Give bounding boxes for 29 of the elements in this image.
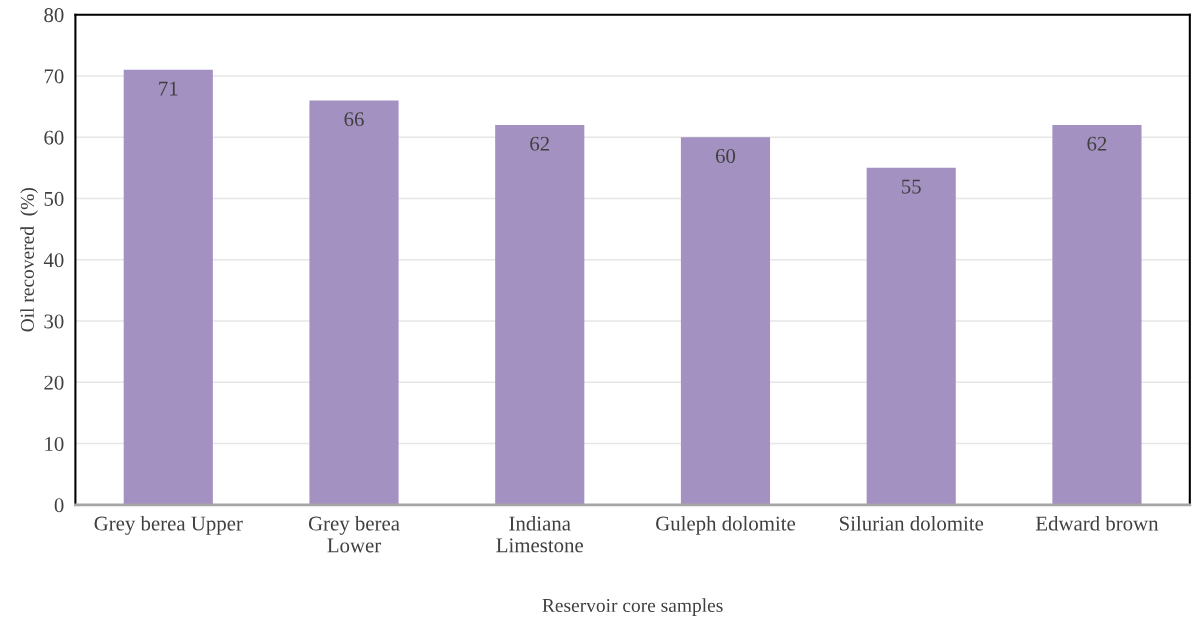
y-tick-label: 50 xyxy=(44,191,64,206)
x-tick-label: Guleph dolomite xyxy=(656,515,796,535)
bar xyxy=(680,137,771,505)
x-tick-label: Silurian dolomite xyxy=(839,515,984,531)
x-tick-label: Edward brown xyxy=(1035,515,1159,531)
bar xyxy=(123,69,213,505)
y-tick-label: 60 xyxy=(44,130,64,145)
data-label: 55 xyxy=(902,179,921,194)
data-label: 60 xyxy=(715,148,736,163)
y-tick-label: 0 xyxy=(54,498,64,513)
y-tick-label: 80 xyxy=(44,8,64,23)
x-tick-label: Grey berea Lower xyxy=(308,515,400,553)
y-axis-title: Oil recovered (%) xyxy=(20,188,38,332)
bar xyxy=(495,124,585,505)
x-tick-label: Grey berea Upper xyxy=(94,515,243,535)
y-tick-label: 70 xyxy=(44,69,64,84)
bar xyxy=(866,167,956,505)
x-tick-label: Indiana Limestone xyxy=(496,515,583,553)
x-axis-title: Reservoir core samples xyxy=(542,598,723,616)
data-label: 62 xyxy=(530,136,550,151)
y-tick-label: 20 xyxy=(44,375,64,390)
bar xyxy=(1052,124,1142,505)
data-label: 62 xyxy=(1087,136,1107,151)
y-tick-label: 40 xyxy=(43,253,64,268)
bar xyxy=(309,100,399,505)
y-tick-label: 10 xyxy=(45,436,64,451)
data-label: 71 xyxy=(159,81,178,96)
data-label: 66 xyxy=(344,112,364,127)
y-tick-label: 30 xyxy=(44,314,64,329)
